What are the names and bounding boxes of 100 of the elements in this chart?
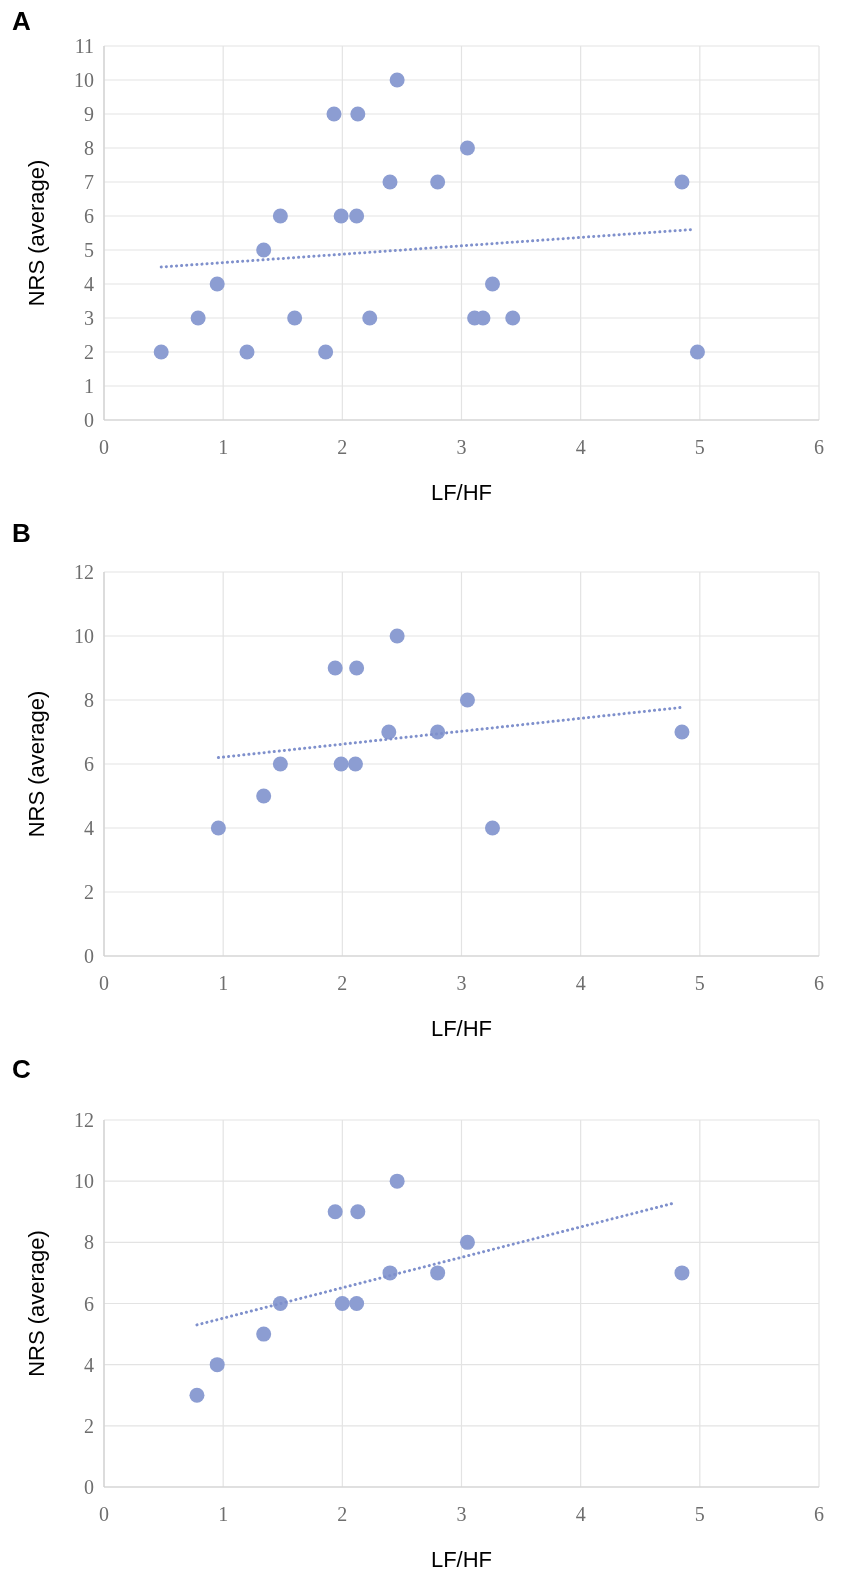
point <box>327 1204 343 1220</box>
point <box>674 724 690 740</box>
point <box>459 692 475 708</box>
y-tick-label: 11 <box>74 35 94 57</box>
x-tick-label: 0 <box>99 436 109 458</box>
point <box>333 208 349 224</box>
point <box>272 208 288 224</box>
y-tick-label: 8 <box>84 1231 94 1254</box>
point <box>239 344 255 360</box>
point <box>430 1265 446 1281</box>
x-tick-label: 3 <box>456 1503 467 1525</box>
x-tick-label: 3 <box>456 972 467 994</box>
point <box>389 72 405 88</box>
x-tick-label: 1 <box>218 1503 229 1525</box>
x-tick-label: 6 <box>814 436 824 458</box>
x-tick-label: 5 <box>694 1503 705 1525</box>
point <box>350 1204 366 1220</box>
point <box>256 242 272 258</box>
x-tick-label: 2 <box>337 1503 348 1525</box>
point <box>389 628 405 644</box>
y-tick-label: 4 <box>84 817 94 839</box>
y-tick-label: 12 <box>74 561 94 583</box>
x-axis-title: LF/HF <box>430 1547 493 1572</box>
point <box>674 174 690 190</box>
point <box>189 1387 205 1403</box>
point <box>287 310 303 326</box>
y-axis-title: NRS (average) <box>24 1230 49 1377</box>
point <box>459 140 475 156</box>
y-tick-label: 6 <box>84 1292 94 1315</box>
y-tick-label: 5 <box>84 239 94 261</box>
x-axis-title: LF/HF <box>430 480 493 505</box>
point <box>327 660 343 676</box>
x-tick-label: 5 <box>694 972 705 994</box>
y-tick-label: 10 <box>74 1170 94 1193</box>
y-tick-label: 12 <box>74 1109 94 1131</box>
x-axis-title: LF/HF <box>430 1016 493 1041</box>
y-tick-label: 10 <box>74 625 94 647</box>
point <box>209 1357 225 1373</box>
point <box>350 106 366 122</box>
point <box>459 1234 475 1250</box>
point <box>505 310 521 326</box>
y-tick-label: 1 <box>84 375 94 397</box>
point <box>347 756 363 772</box>
chart-title: B <box>12 518 31 548</box>
x-tick-label: 2 <box>337 972 348 994</box>
y-tick-label: 8 <box>84 689 94 711</box>
y-tick-label: 0 <box>84 1476 94 1498</box>
x-tick-label: 6 <box>814 1503 824 1525</box>
point <box>484 276 500 292</box>
x-tick-label: 4 <box>575 972 586 994</box>
y-tick-label: 0 <box>84 945 94 967</box>
y-tick-label: 2 <box>84 341 94 363</box>
point <box>190 310 206 326</box>
y-tick-label: 9 <box>84 103 94 125</box>
x-tick-label: 5 <box>694 436 705 458</box>
x-tick-label: 6 <box>814 972 824 994</box>
chart-title: A <box>12 6 31 36</box>
point <box>381 724 397 740</box>
point <box>334 1296 350 1311</box>
y-tick-label: 10 <box>74 69 94 91</box>
point <box>382 174 398 190</box>
point <box>318 344 334 360</box>
x-tick-label: 3 <box>456 436 467 458</box>
y-tick-label: 4 <box>84 273 94 295</box>
point <box>256 1326 272 1342</box>
x-tick-label: 1 <box>218 436 229 458</box>
y-tick-label: 3 <box>84 307 94 329</box>
x-tick-label: 4 <box>575 1503 586 1525</box>
y-tick-label: 8 <box>84 137 94 159</box>
x-tick-label: 0 <box>99 1503 109 1525</box>
point <box>362 310 378 326</box>
y-tick-label: 7 <box>84 171 94 193</box>
y-tick-label: 2 <box>84 881 94 903</box>
point <box>674 1265 690 1281</box>
point <box>349 660 365 676</box>
point <box>256 788 272 804</box>
point <box>349 208 365 224</box>
y-axis-title: NRS (average) <box>24 159 49 307</box>
point <box>430 174 446 190</box>
point <box>389 1173 405 1189</box>
y-tick-label: 4 <box>84 1353 94 1376</box>
x-tick-label: 4 <box>575 436 586 458</box>
point <box>349 1296 365 1311</box>
point <box>153 344 169 360</box>
x-tick-label: 2 <box>337 436 348 458</box>
y-tick-label: 0 <box>84 409 94 431</box>
x-tick-label: 0 <box>99 972 109 994</box>
point <box>484 820 500 836</box>
point <box>272 756 288 772</box>
y-tick-label: 6 <box>84 205 94 227</box>
point <box>333 756 349 772</box>
x-tick-label: 1 <box>218 972 229 994</box>
point <box>326 106 342 122</box>
y-axis-title: NRS (average) <box>24 690 49 838</box>
point <box>689 344 705 360</box>
y-tick-label: 6 <box>84 753 94 775</box>
y-tick-label: 2 <box>84 1414 94 1437</box>
chart-title: C <box>12 1054 31 1084</box>
point <box>209 276 225 292</box>
point <box>210 820 226 836</box>
